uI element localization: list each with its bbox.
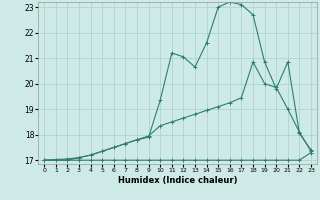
X-axis label: Humidex (Indice chaleur): Humidex (Indice chaleur) (118, 176, 237, 185)
